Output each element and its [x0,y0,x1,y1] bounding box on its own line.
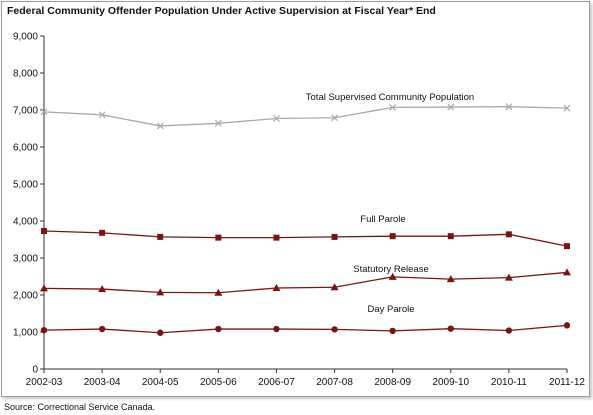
data-point [215,234,222,241]
data-point [214,119,222,127]
x-tick-label: 2003-04 [84,377,121,388]
series-label: Day Parole [368,304,415,315]
y-tick-label: 6,000 [13,143,38,154]
data-point [504,273,513,281]
series-statutory-release: Statutory Release [40,264,571,296]
series-label: Full Parole [360,214,405,225]
data-point [563,322,571,329]
data-point [40,284,48,292]
series-label: Total Supervised Community Population [306,92,474,103]
y-tick-label: 9,000 [13,32,38,43]
source-note: Source: Correctional Service Canada. [4,402,156,412]
series-full-parole: Full Parole [41,214,570,250]
data-point [331,114,338,122]
series-label: Statutory Release [353,264,429,275]
data-point [505,103,513,111]
y-tick-label: 1,000 [13,328,38,339]
data-point [331,326,338,333]
data-point [564,243,570,250]
series-line [43,324,568,334]
data-point [214,288,223,296]
chart-frame [1,1,590,397]
data-point [331,233,338,240]
data-point [273,325,280,333]
y-tick-label: 8,000 [13,69,38,80]
data-point [563,104,571,112]
data-point [273,115,280,122]
data-point [40,326,48,334]
data-point [330,283,339,291]
x-tick-label: 2010-11 [491,377,527,388]
series-day-parole: Day Parole [40,304,571,336]
data-point [273,234,280,241]
data-point [98,111,106,119]
data-point [389,233,396,240]
data-point [215,325,222,333]
data-point [505,231,512,238]
data-point [41,227,47,234]
data-point [447,325,454,332]
series-line [43,271,568,294]
data-point [272,283,281,291]
data-point [98,325,106,333]
data-point [389,327,396,335]
x-tick-label: 2002-03 [26,377,63,388]
x-tick-label: 2008-09 [374,377,411,388]
data-point [447,103,455,111]
x-tick-label: 2007-08 [316,377,353,388]
data-point [40,108,48,116]
x-tick-label: 2005-06 [200,377,237,388]
data-point [388,272,397,280]
data-point [505,327,513,334]
series-line [43,230,568,247]
data-point [156,122,164,130]
x-tick-label: 2011-12 [549,377,585,388]
x-tick-label: 2004-05 [142,377,179,388]
data-point [99,229,106,236]
y-tick-label: 0 [32,365,38,376]
data-point [389,103,397,111]
data-point [447,233,454,240]
x-tick-label: 2009-10 [432,377,469,388]
data-point [157,233,164,240]
data-point [157,329,164,336]
series-total-supervised-community-population: Total Supervised Community Population [40,92,571,130]
data-point [156,288,165,296]
series-line [43,106,568,127]
x-tick-label: 2006-07 [258,377,295,388]
y-tick-label: 4,000 [13,217,38,228]
data-point [446,275,455,283]
chart-title: Federal Community Offender Population Un… [7,5,436,17]
y-tick-label: 2,000 [13,291,38,302]
y-tick-label: 3,000 [13,254,38,265]
data-point [98,285,107,293]
y-tick-label: 5,000 [13,180,38,191]
y-tick-label: 7,000 [13,106,38,117]
data-point [563,268,571,276]
